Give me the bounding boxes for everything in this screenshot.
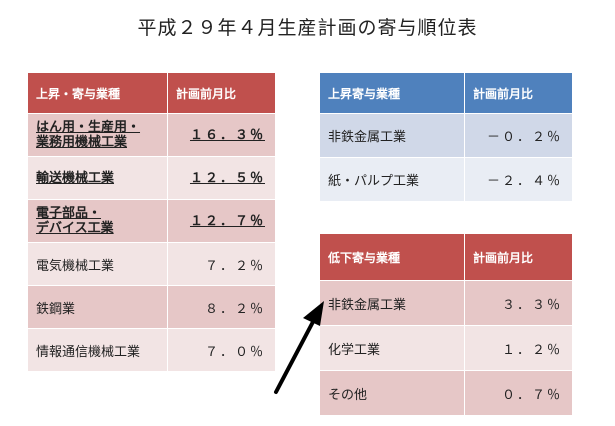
table-row: 紙・パルプ工業 －２．４％ — [319, 157, 573, 202]
industry-cell: 情報通信機械工業 — [27, 328, 168, 372]
table-row: 電気機械工業 ７．２％ — [27, 242, 276, 286]
table-row: その他 ０．７％ — [319, 370, 573, 416]
table-row: 情報通信機械工業 ７．０％ — [27, 328, 276, 372]
industry-cell: はん用・生産用・ 業務用機械工業 — [27, 113, 168, 157]
industry-cell: 電気機械工業 — [27, 242, 168, 286]
table-row: 化学工業 １．２％ — [319, 325, 573, 371]
header-industry: 上昇寄与業種 — [319, 72, 465, 114]
ratio-value: １２．５％ — [189, 170, 265, 186]
industry-line: はん用・生産用・ — [36, 120, 141, 135]
industry-cell: 紙・パルプ工業 — [319, 157, 465, 202]
table-row: 電子部品・ デバイス工業 １２．７％ — [27, 199, 276, 243]
industry-cell: 輸送機械工業 — [27, 156, 168, 200]
table-header-row: 上昇寄与業種 計画前月比 — [319, 72, 573, 114]
industry-cell: 鉄鋼業 — [27, 285, 168, 329]
page-title: 平成２９年４月生産計画の寄与順位表 — [137, 17, 478, 39]
table-row: はん用・生産用・ 業務用機械工業 １６．３％ — [27, 113, 276, 157]
industry-line: 業務用機械工業 — [36, 135, 128, 150]
industry-cell: 非鉄金属工業 — [319, 113, 465, 158]
table-header-row: 上昇・寄与業種 計画前月比 — [27, 72, 276, 114]
header-ratio: 計画前月比 — [167, 72, 276, 114]
industry-line: デバイス工業 — [36, 221, 114, 236]
decline-contribution-table: 低下寄与業種 計画前月比 非鉄金属工業 ３．３％ 化学工業 １．２％ その他 ０… — [319, 233, 573, 416]
rise-contrib-negative-table: 上昇寄与業種 計画前月比 非鉄金属工業 －０．２％ 紙・パルプ工業 －２．４％ — [319, 72, 573, 202]
industry-cell: 電子部品・ デバイス工業 — [27, 199, 168, 243]
industry-line: 輸送機械工業 — [36, 170, 115, 186]
ratio-value: １６．３％ — [189, 127, 265, 143]
rise-contribution-table: 上昇・寄与業種 計画前月比 はん用・生産用・ 業務用機械工業 １６．３％ 輸送機… — [27, 72, 276, 372]
table-header-row: 低下寄与業種 計画前月比 — [319, 233, 573, 281]
industry-cell: 非鉄金属工業 — [319, 280, 465, 326]
ratio-cell: －０．２％ — [464, 113, 573, 158]
header-ratio: 計画前月比 — [464, 72, 573, 114]
arrow-head — [303, 301, 324, 326]
arrow-shaft — [274, 316, 317, 394]
ratio-cell: １２．７％ — [167, 199, 276, 243]
ratio-cell: ７．０％ — [167, 328, 276, 372]
ratio-cell: －２．４％ — [464, 157, 573, 202]
ratio-cell: ３．３％ — [464, 280, 573, 326]
ratio-cell: １６．３％ — [167, 113, 276, 157]
table-row: 輸送機械工業 １２．５％ — [27, 156, 276, 200]
industry-line: 電子部品・ — [36, 206, 102, 221]
ratio-cell: ７．２％ — [167, 242, 276, 286]
header-ratio: 計画前月比 — [464, 233, 573, 281]
table-row: 非鉄金属工業 ３．３％ — [319, 280, 573, 326]
ratio-cell: １．２％ — [464, 325, 573, 371]
table-row: 非鉄金属工業 －０．２％ — [319, 113, 573, 158]
industry-cell: その他 — [319, 370, 465, 416]
header-industry: 低下寄与業種 — [319, 233, 465, 281]
ratio-cell: ８．２％ — [167, 285, 276, 329]
ratio-cell: ０．７％ — [464, 370, 573, 416]
ratio-value: １２．７％ — [189, 213, 265, 229]
ratio-cell: １２．５％ — [167, 156, 276, 200]
table-row: 鉄鋼業 ８．２％ — [27, 285, 276, 329]
